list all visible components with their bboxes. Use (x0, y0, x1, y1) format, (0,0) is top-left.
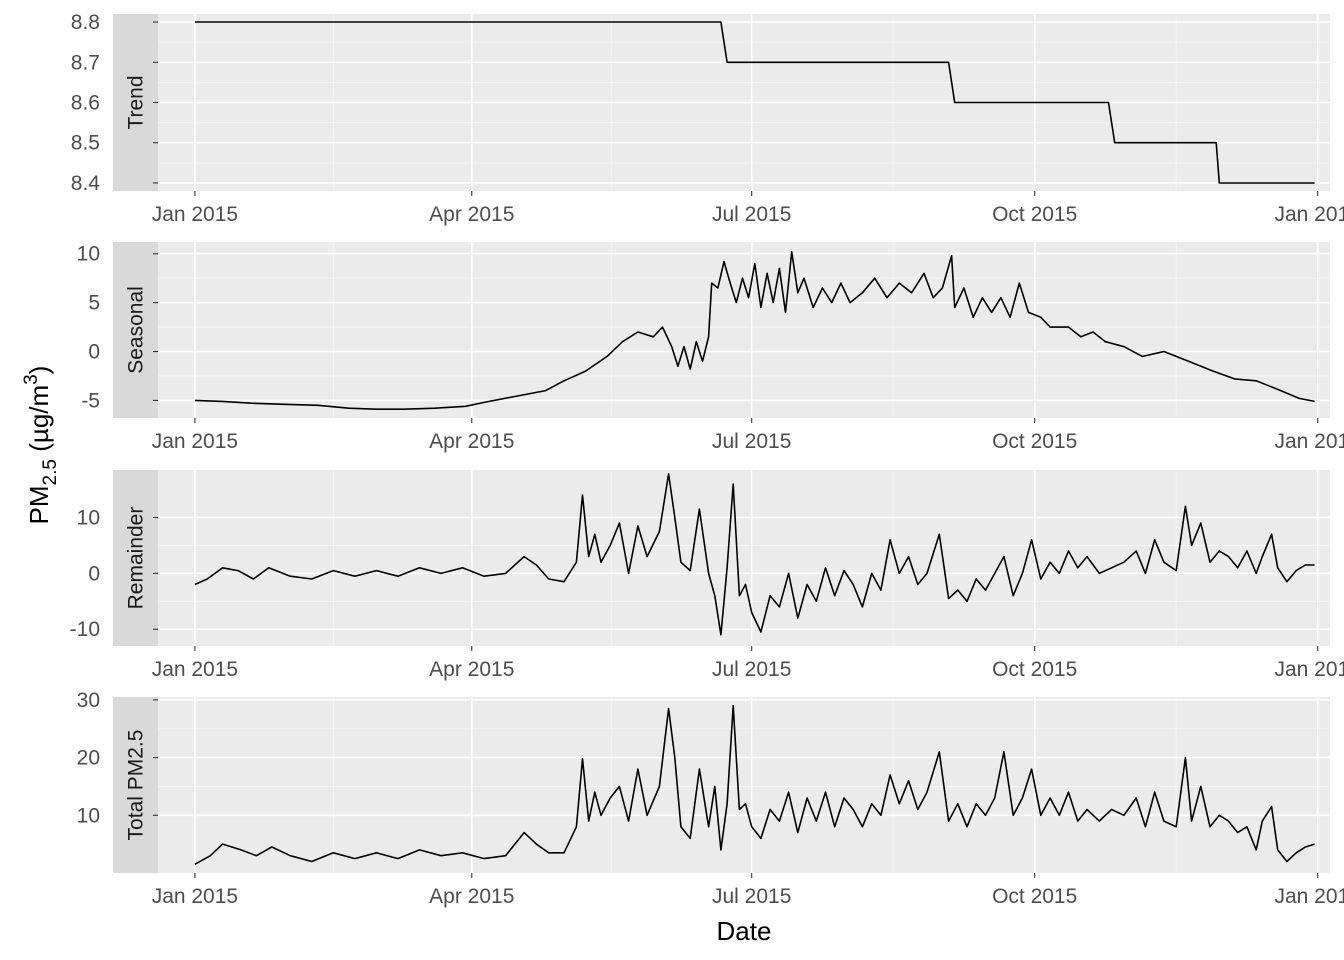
facet-panels: Trend 8.4 8.5 8.6 8.7 8.8 Jan 2015 Apr 2015 Jul … (70, 11, 1344, 908)
facet-strip (113, 470, 158, 646)
panel-background (158, 697, 1330, 873)
x-tick-label: Oct 2015 (992, 885, 1077, 908)
x-tick-label: Jul 2015 (712, 430, 791, 453)
x-tick-label: Apr 2015 (429, 658, 514, 681)
panel-trend: Trend 8.4 8.5 8.6 8.7 8.8 Jan 2015 Apr 2015 Jul … (71, 11, 1344, 226)
y-tick-label: 0 (88, 341, 100, 364)
panel-total-pm2-5: Total PM2.5 10 20 30 Jan 2015 Apr 2015 Jul 201… (77, 689, 1344, 908)
x-tick-label: Jul 2015 (712, 885, 791, 908)
y-tick-label: 20 (77, 747, 100, 770)
x-tick-label: Jan 2016 (1274, 885, 1344, 908)
x-tick-label: Jan 2015 (152, 430, 238, 453)
x-tick-label: Apr 2015 (429, 430, 514, 453)
y-tick-label: 30 (77, 689, 100, 712)
facet-strip-label: Seasonal (125, 286, 148, 374)
y-tick-label: 8.5 (71, 132, 100, 155)
y-tick-label: 10 (77, 506, 100, 529)
y-tick-label: 0 (88, 562, 100, 585)
panel-background (158, 242, 1330, 418)
y-tick-label: 8.4 (71, 172, 101, 195)
series-line (194, 251, 1315, 411)
y-tick-label: -10 (70, 618, 100, 641)
y-tick-label: 8.6 (71, 92, 100, 115)
facet-strip (113, 697, 158, 873)
y-tick-label: -5 (81, 389, 100, 412)
y-tick-label: 5 (88, 292, 100, 315)
x-tick-label: Oct 2015 (992, 658, 1077, 681)
facet-strip-label: Remainder (125, 507, 148, 610)
x-axis-title: Date (717, 916, 772, 946)
panel-remainder: Remainder -10 0 10 Jan 2015 Apr 2015 Jul 2015 O… (70, 470, 1344, 681)
panel-background (158, 470, 1330, 646)
facet-strip-label: Total PM2.5 (125, 730, 148, 841)
x-tick-label: Jan 2016 (1274, 203, 1344, 226)
facet-strip (113, 14, 158, 191)
y-axis-title: PM2.5 (µg/m3) (21, 366, 61, 525)
x-tick-label: Jul 2015 (712, 203, 791, 226)
y-tick-label: 8.7 (71, 51, 100, 74)
x-tick-label: Oct 2015 (992, 430, 1077, 453)
x-tick-label: Jan 2015 (152, 885, 238, 908)
y-tick-label: 10 (77, 243, 100, 266)
x-tick-label: Jan 2015 (152, 658, 238, 681)
y-tick-label: 10 (77, 804, 100, 827)
x-tick-label: Jul 2015 (712, 658, 791, 681)
x-tick-label: Apr 2015 (429, 885, 514, 908)
series-line (194, 704, 1315, 865)
panel-seasonal: Seasonal -5 0 5 10 Jan 2015 Apr 2015 Jul 2015 Oc… (77, 242, 1344, 453)
x-tick-label: Oct 2015 (992, 203, 1077, 226)
facet-strip-label: Trend (125, 75, 148, 129)
x-tick-label: Jan 2015 (152, 203, 238, 226)
series-line (194, 473, 1315, 636)
x-tick-label: Apr 2015 (429, 203, 514, 226)
facet-strip (113, 242, 158, 418)
x-tick-label: Jan 2016 (1274, 658, 1344, 681)
y-tick-label: 8.8 (71, 11, 100, 34)
x-tick-label: Jan 2016 (1274, 430, 1344, 453)
series-line (194, 21, 1315, 184)
